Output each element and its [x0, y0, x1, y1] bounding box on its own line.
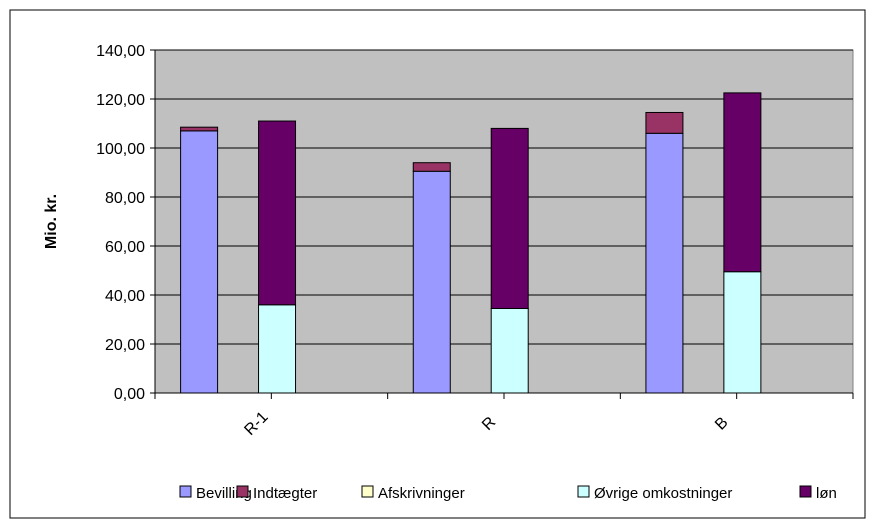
legend-swatch: [799, 485, 812, 498]
legend-label: løn: [816, 485, 837, 502]
bars: [180, 92, 762, 394]
y-tick-label: 140,00: [96, 43, 145, 60]
bar-segment: [412, 170, 451, 394]
bar-segment: [645, 111, 684, 134]
legend-label: Øvrige omkostninger: [594, 485, 732, 502]
bar-segment: [180, 130, 219, 394]
y-tick-label: 0,00: [114, 386, 145, 403]
bar-segment: [258, 304, 297, 394]
axes: 0,00 20,00 40,00 60,00 80,00 100,00 120,00 140,…: [43, 43, 854, 439]
bar-segment: [412, 162, 451, 172]
y-tick-label: 100,00: [96, 141, 145, 158]
y-tick-label: 60,00: [105, 239, 145, 256]
bar-segment: [723, 92, 762, 273]
legend-swatch: [179, 485, 192, 498]
bar-segment: [490, 127, 529, 309]
legend-swatch: [236, 485, 249, 498]
legend-swatch: [577, 485, 590, 498]
legend-label: Indtægter: [253, 485, 317, 502]
y-tick-label: 80,00: [105, 190, 145, 207]
legend: Bevilling Indtægter Afskrivninger Øvrige om…: [179, 485, 837, 502]
y-tick-label: 40,00: [105, 288, 145, 305]
y-axis-label: Mio. kr.: [43, 194, 60, 249]
legend-swatch: [361, 485, 374, 498]
bar-segment: [723, 271, 762, 394]
bar-segment: [258, 120, 297, 306]
bar-segment: [490, 307, 529, 394]
bar-segment: [180, 126, 219, 132]
y-tick-label: 120,00: [96, 92, 145, 109]
legend-label: Afskrivninger: [378, 485, 465, 502]
bar-segment: [645, 132, 684, 394]
y-tick-label: 20,00: [105, 337, 145, 354]
